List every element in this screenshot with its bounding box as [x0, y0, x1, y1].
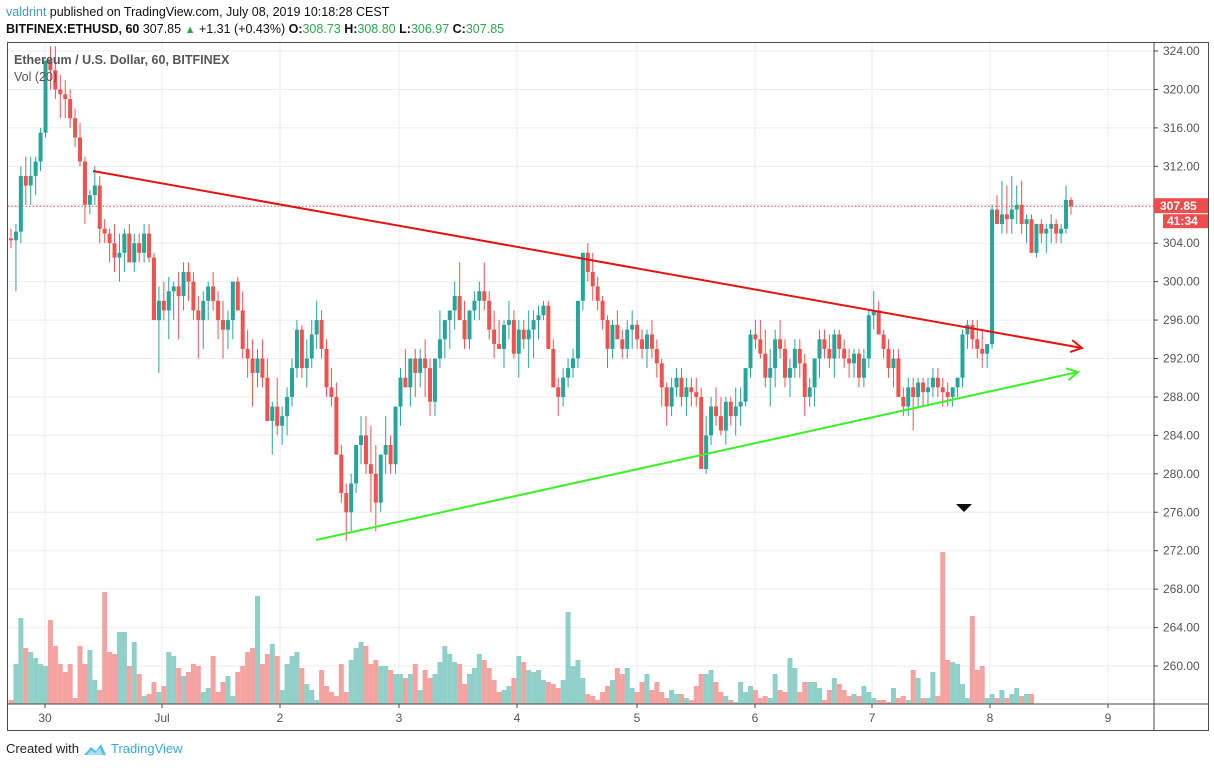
published-text: published on TradingView.com, July 08, 2… [46, 5, 390, 19]
symbol-line: BITFINEX:ETHUSD, 60 307.85 ▲ +1.31 (+0.4… [6, 21, 504, 39]
candles [9, 46, 1073, 542]
chart-frame [7, 42, 1209, 731]
price-tick-label: 268.00 [1163, 582, 1200, 596]
footer: Created with TradingView [6, 741, 183, 756]
time-tick-label: 7 [869, 711, 876, 725]
symbol-label: BITFINEX:ETHUSD, 60 [6, 22, 140, 36]
publish-header: valdrint published on TradingView.com, J… [6, 4, 504, 39]
time-tick-label: 30 [38, 711, 52, 725]
time-tick-label: 2 [277, 711, 284, 725]
time-axis[interactable]: 30 Jul 2 3 4 5 6 7 8 9 [38, 704, 1112, 725]
countdown-badge-text: 41:34 [1167, 214, 1198, 228]
price-tick-label: 320.00 [1163, 82, 1200, 96]
time-tick-label: Jul [154, 711, 169, 725]
close-label: C: [452, 22, 466, 36]
low-label: L: [399, 22, 411, 36]
open-value: 308.73 [302, 22, 341, 36]
price-tick-label: 312.00 [1163, 159, 1200, 173]
legend-title: Ethereum / U.S. Dollar, 60, BITFINEX [14, 53, 230, 67]
high-label: H: [344, 22, 358, 36]
price-tick-label: 284.00 [1163, 428, 1200, 442]
price-tick-label: 264.00 [1163, 621, 1200, 635]
price-tick-label: 276.00 [1163, 505, 1200, 519]
time-tick-label: 5 [634, 711, 641, 725]
current-price-badge-text: 307.85 [1160, 199, 1197, 213]
volume-spike-marker-icon [956, 504, 972, 512]
time-tick-label: 8 [987, 711, 994, 725]
tradingview-brand-link[interactable]: TradingView [110, 741, 183, 756]
open-label: O: [288, 22, 303, 36]
chart-legend: Ethereum / U.S. Dollar, 60, BITFINEX Vol… [14, 52, 229, 86]
time-tick-label: 4 [514, 711, 521, 725]
price-tick-label: 260.00 [1163, 659, 1200, 673]
price-tick-label: 300.00 [1163, 275, 1200, 289]
countdown-badge [1163, 214, 1208, 229]
legend-volume: Vol (20) [14, 70, 58, 84]
publish-line: valdrint published on TradingView.com, J… [6, 4, 504, 21]
support-trendline[interactable] [315, 367, 1081, 541]
price-tick-label: 272.00 [1163, 544, 1200, 558]
price-tick-label: 292.00 [1163, 352, 1200, 366]
price-tick-label: 304.00 [1163, 236, 1200, 250]
price-axis[interactable]: 324.00 320.00 316.00 312.00 304.00 300.00 296.… [1154, 44, 1200, 673]
price-change: +1.31 (+0.43%) [198, 22, 286, 36]
price-tick-label: 296.00 [1163, 313, 1200, 327]
resistance-trendline[interactable] [92, 170, 1085, 353]
tradingview-logo-icon [83, 743, 106, 755]
time-tick-label: 6 [752, 711, 759, 725]
price-tick-label: 316.00 [1163, 121, 1200, 135]
volume-bars [8, 552, 1035, 704]
author-link[interactable]: valdrint [6, 5, 47, 19]
current-price-badge [1154, 198, 1208, 214]
close-value: 307.85 [465, 22, 505, 36]
price-tick-label: 280.00 [1163, 467, 1200, 481]
time-tick-label: 9 [1105, 711, 1112, 725]
low-value: 306.97 [410, 22, 450, 36]
last-price: 307.85 [142, 22, 182, 36]
price-tick-label: 324.00 [1163, 44, 1200, 58]
created-with-text: Created with [6, 741, 79, 756]
up-triangle-icon: ▲ [184, 24, 196, 36]
time-tick-label: 3 [396, 711, 403, 725]
price-tick-label: 288.00 [1163, 390, 1200, 404]
high-value: 308.80 [357, 22, 396, 36]
